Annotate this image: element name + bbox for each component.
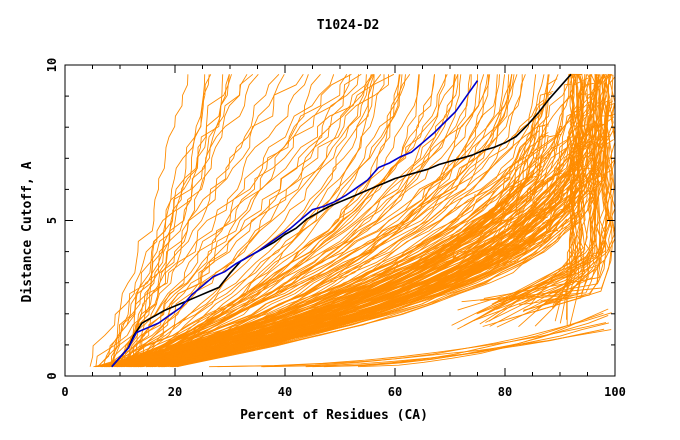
model-curve	[122, 74, 367, 367]
model-curve	[127, 74, 382, 368]
model-curve	[121, 74, 374, 367]
model-curve	[479, 74, 600, 325]
model-curve	[107, 141, 594, 368]
model-curve	[323, 314, 609, 368]
x-axis-label: Percent of Residues (CA)	[240, 408, 428, 423]
model-curve	[137, 74, 435, 368]
model-curve	[112, 74, 309, 367]
model-curve	[154, 74, 472, 368]
model-curve	[141, 74, 500, 368]
model-curve	[128, 218, 514, 368]
model-curve	[120, 73, 395, 367]
model-curve	[124, 74, 359, 368]
model-curve	[554, 74, 577, 322]
model-curve	[116, 196, 573, 368]
x-tick-label: 0	[61, 385, 68, 399]
model-curve	[147, 74, 406, 368]
model-curve	[129, 74, 489, 368]
model-curve	[133, 257, 501, 368]
model-curve	[150, 74, 420, 368]
model-curve	[521, 74, 607, 304]
model-curve	[173, 154, 595, 368]
model-curve	[133, 74, 455, 368]
model-curve	[133, 74, 459, 368]
plot-lines	[89, 73, 616, 368]
model-curve	[99, 172, 563, 368]
y-tick-label: 10	[45, 58, 59, 72]
x-tick-label: 80	[498, 385, 512, 399]
model-curve	[534, 74, 604, 327]
model-curve	[121, 193, 476, 368]
model-curve	[127, 74, 351, 368]
model-curve	[491, 73, 584, 305]
highlight-lines	[111, 73, 572, 368]
model-curve	[103, 74, 400, 368]
y-axis-label: Distance Cutoff, A	[20, 161, 35, 302]
model-curve	[138, 74, 411, 368]
model-curve	[129, 74, 321, 368]
model-curve	[174, 221, 560, 368]
series-line-blue	[111, 80, 479, 368]
model-curve	[144, 74, 570, 368]
model-curve	[97, 73, 280, 368]
x-tick-label: 20	[168, 385, 182, 399]
model-curve	[357, 308, 609, 368]
model-curve	[158, 74, 385, 368]
model-curve	[489, 74, 609, 327]
model-curve	[89, 74, 230, 367]
model-curve	[305, 322, 610, 368]
model-curve	[493, 74, 612, 307]
model-curve	[110, 74, 259, 367]
model-curve	[521, 74, 599, 299]
model-curve	[480, 74, 598, 301]
model-curve	[124, 74, 285, 367]
model-curve	[152, 245, 496, 368]
model-curve	[110, 74, 189, 367]
model-curve	[552, 74, 587, 309]
x-tick-label: 60	[388, 385, 402, 399]
model-curve	[131, 74, 372, 368]
y-tick-label: 5	[45, 217, 59, 224]
model-curve	[106, 171, 548, 368]
model-curve	[148, 225, 530, 368]
model-curve	[95, 133, 562, 368]
model-curve	[126, 190, 495, 368]
series-line-black	[111, 73, 572, 368]
x-tick-label: 100	[604, 385, 626, 399]
chart-title: T1024-D2	[317, 18, 380, 33]
model-curve	[116, 74, 210, 367]
model-curve	[135, 141, 598, 368]
model-curve	[566, 74, 580, 326]
model-curve	[97, 74, 232, 368]
axes: 0 20 40 60 80 100 0 5 10	[45, 58, 626, 399]
model-curve	[505, 74, 608, 300]
model-curve	[263, 328, 605, 368]
x-tick-label: 40	[278, 385, 292, 399]
model-curve	[111, 74, 518, 368]
model-curve	[523, 74, 600, 311]
model-curve	[518, 73, 613, 328]
model-curve	[536, 74, 578, 308]
model-curve	[163, 219, 556, 368]
model-curve	[134, 74, 375, 368]
model-curve	[113, 78, 558, 368]
model-curve	[98, 208, 508, 368]
model-curve	[104, 74, 515, 368]
model-curve	[130, 74, 479, 368]
y-tick-label: 0	[45, 372, 59, 379]
